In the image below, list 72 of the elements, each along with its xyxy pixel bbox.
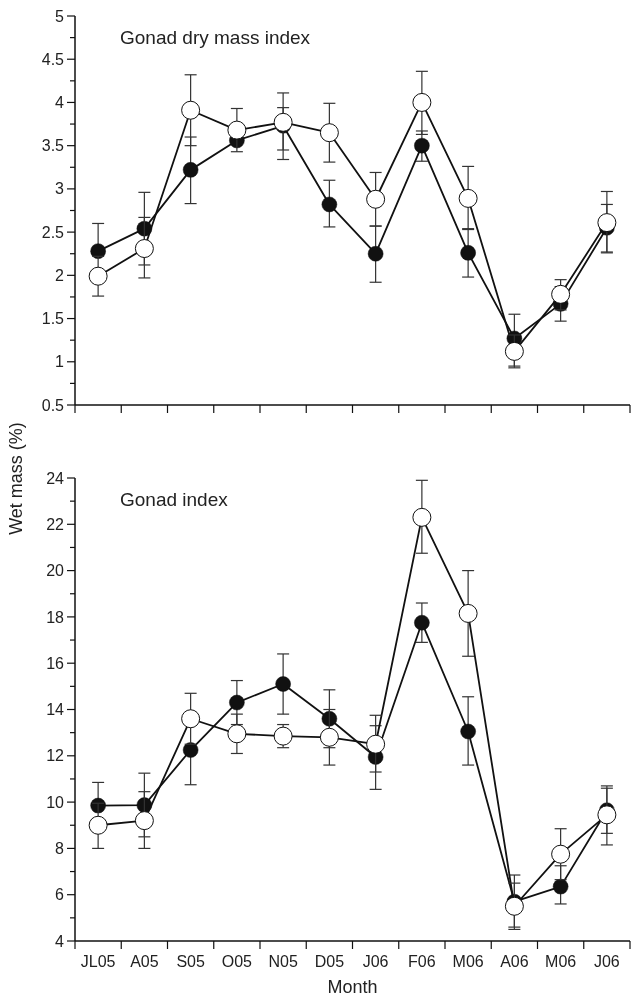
point: [321, 711, 338, 727]
y-tick-label: 12: [46, 747, 65, 765]
point: [414, 137, 430, 154]
x-tick-label: D05: [314, 953, 345, 970]
point: [366, 734, 386, 754]
point: [227, 724, 247, 744]
y-tick-label: 2.5: [41, 223, 65, 241]
point: [597, 805, 617, 825]
point: [88, 815, 108, 835]
point: [181, 100, 201, 120]
point: [460, 723, 476, 740]
y-axis-title: Wet mass (%): [6, 422, 26, 535]
y-tick-label: 24: [46, 469, 65, 487]
text: Gonad dry mass index: [120, 27, 311, 48]
y-tick-label: 4.5: [41, 50, 65, 68]
point: [366, 189, 386, 209]
point: [319, 123, 339, 143]
y-tick-label: 0.5: [41, 396, 65, 414]
point: [551, 844, 571, 864]
point: [552, 878, 569, 895]
y-tick-label: 3: [55, 180, 65, 198]
y-tick-label: 1: [55, 353, 65, 371]
point: [88, 266, 108, 286]
y-tick-label: 6: [55, 886, 65, 904]
y-tick-label: 2: [55, 266, 65, 284]
x-tick-label: A05: [130, 953, 159, 970]
point: [182, 742, 199, 758]
point: [182, 162, 199, 178]
point: [319, 727, 339, 747]
point: [181, 709, 201, 729]
point: [504, 896, 524, 916]
point: [321, 196, 338, 213]
point: [414, 614, 430, 631]
x-tick-label: S05: [176, 953, 205, 970]
point: [227, 120, 247, 140]
y-tick-label: 8: [55, 840, 65, 857]
point: [458, 188, 478, 208]
x-tick-label: JL05: [80, 953, 116, 970]
x-tick-label: O05: [221, 953, 253, 970]
point: [412, 507, 432, 527]
point: [367, 245, 384, 262]
y-tick-label: 1.5: [41, 310, 65, 328]
x-tick-label: M06: [452, 953, 484, 970]
point: [90, 243, 106, 259]
x-tick-label: M06: [545, 953, 577, 970]
y-tick-label: 5: [55, 7, 65, 25]
y-tick-label: 3.5: [41, 137, 65, 155]
point: [134, 239, 154, 259]
point: [551, 284, 571, 304]
point: [229, 694, 245, 711]
y-tick-label: 16: [46, 654, 65, 672]
x-tick-label: J06: [593, 953, 620, 970]
text: Gonad index: [120, 489, 229, 510]
point: [460, 245, 476, 261]
point: [412, 92, 432, 112]
point: [275, 676, 291, 692]
point: [504, 341, 524, 361]
x-tick-label: N05: [268, 953, 298, 970]
y-tick-label: 20: [46, 562, 65, 580]
point: [134, 811, 154, 831]
y-tick-label: 14: [46, 701, 65, 719]
point: [597, 213, 617, 233]
x-tick-label: A06: [500, 953, 529, 970]
x-tick-label: J06: [362, 953, 389, 970]
x-axis-title: Month: [327, 977, 378, 997]
y-tick-label: 4: [55, 94, 65, 112]
y-tick-label: 18: [46, 608, 65, 626]
y-tick-label: 22: [46, 515, 65, 533]
y-tick-label: 10: [46, 793, 65, 811]
y-tick-label: 4: [55, 932, 65, 950]
point: [458, 603, 478, 623]
x-tick-label: F06: [408, 953, 436, 970]
